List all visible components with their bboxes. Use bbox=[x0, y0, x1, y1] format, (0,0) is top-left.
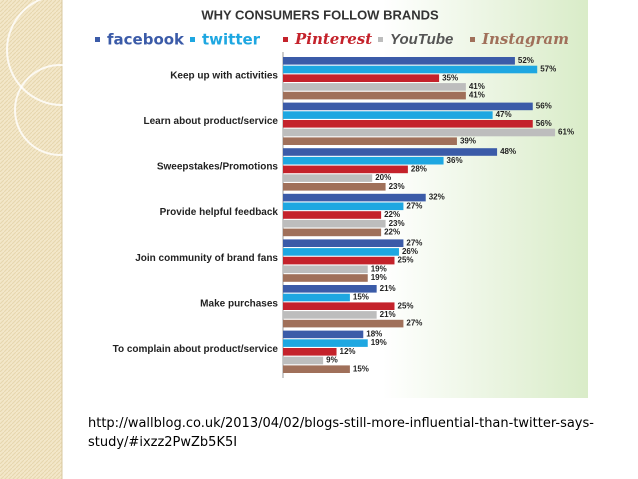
bar bbox=[283, 91, 466, 100]
bar bbox=[283, 228, 382, 237]
legend-label: facebook bbox=[107, 31, 185, 49]
category-label: Keep up with activities bbox=[170, 70, 278, 81]
source-url: http://wallblog.co.uk/2013/04/02/blogs-s… bbox=[88, 416, 594, 450]
legend: facebook twitter Pinterest YouTube Instagram bbox=[95, 30, 569, 49]
bar bbox=[283, 348, 337, 356]
value-label: 9% bbox=[326, 356, 338, 365]
bar bbox=[283, 165, 408, 174]
value-label: 56% bbox=[536, 119, 552, 128]
value-label: 23% bbox=[389, 219, 405, 228]
bar bbox=[283, 148, 498, 156]
legend-swatch bbox=[378, 37, 383, 42]
bar bbox=[283, 65, 538, 74]
bar bbox=[283, 302, 395, 310]
value-label: 26% bbox=[402, 247, 418, 256]
legend-label: twitter bbox=[202, 31, 261, 49]
value-label: 48% bbox=[500, 147, 516, 156]
value-label: 36% bbox=[447, 156, 463, 165]
bar bbox=[283, 174, 373, 182]
value-label: 47% bbox=[496, 110, 512, 119]
value-label: 21% bbox=[380, 310, 396, 319]
legend-label: Pinterest bbox=[294, 30, 372, 48]
value-label: 18% bbox=[366, 330, 382, 339]
value-label: 22% bbox=[384, 210, 400, 219]
category-label: Learn about product/service bbox=[144, 116, 279, 127]
bar bbox=[283, 128, 556, 137]
value-label: 52% bbox=[518, 56, 534, 65]
value-label: 27% bbox=[406, 238, 422, 247]
plot: Keep up with activities 52% 57% 35% 41%41% Le… bbox=[113, 52, 574, 378]
legend-swatch bbox=[95, 37, 100, 42]
bar bbox=[283, 120, 533, 128]
bar bbox=[283, 285, 377, 293]
bar bbox=[283, 293, 350, 302]
bar bbox=[283, 356, 324, 365]
value-label: 41% bbox=[469, 82, 485, 91]
value-label: 15% bbox=[353, 364, 369, 373]
value-label: 21% bbox=[380, 284, 396, 293]
bar bbox=[283, 256, 395, 265]
bar bbox=[283, 211, 382, 219]
legend-swatch bbox=[190, 37, 195, 42]
chart-title: WHY CONSUMERS FOLLOW BRANDS bbox=[201, 7, 439, 22]
bar bbox=[283, 319, 404, 328]
bar bbox=[283, 137, 457, 145]
category-label: To complain about product/service bbox=[113, 344, 279, 355]
bar bbox=[283, 274, 368, 282]
bar bbox=[283, 239, 404, 247]
value-label: 41% bbox=[469, 91, 485, 100]
value-label: 35% bbox=[442, 73, 458, 82]
bar bbox=[283, 265, 368, 274]
value-label: 20% bbox=[375, 173, 391, 182]
bar bbox=[283, 219, 386, 228]
value-label: 22% bbox=[384, 228, 400, 237]
value-label: 25% bbox=[398, 256, 414, 265]
bar bbox=[283, 365, 350, 373]
bar bbox=[283, 330, 364, 339]
value-label: 25% bbox=[398, 301, 414, 310]
value-label: 12% bbox=[340, 347, 356, 356]
value-label: 27% bbox=[406, 319, 422, 328]
bar bbox=[283, 111, 493, 119]
value-label: 23% bbox=[389, 182, 405, 191]
bar bbox=[283, 57, 515, 65]
decor-stripe bbox=[0, 0, 62, 479]
legend-swatch bbox=[470, 37, 475, 42]
bar bbox=[283, 339, 368, 347]
bar bbox=[283, 193, 426, 202]
legend-label: Instagram bbox=[481, 30, 569, 48]
bar bbox=[283, 311, 377, 319]
bar bbox=[283, 248, 399, 256]
category-label: Make purchases bbox=[200, 298, 278, 309]
value-label: 19% bbox=[371, 338, 387, 347]
legend-swatch bbox=[283, 37, 288, 42]
bar bbox=[283, 83, 466, 91]
value-label: 32% bbox=[429, 193, 445, 202]
value-label: 28% bbox=[411, 165, 427, 174]
bar bbox=[283, 183, 386, 191]
value-label: 15% bbox=[353, 293, 369, 302]
value-label: 57% bbox=[540, 65, 556, 74]
category-label: Provide helpful feedback bbox=[160, 207, 279, 218]
value-label: 39% bbox=[460, 136, 476, 145]
value-label: 27% bbox=[406, 201, 422, 210]
value-label: 56% bbox=[536, 102, 552, 111]
category-label: Join community of brand fans bbox=[135, 253, 278, 264]
category-label: Sweepstakes/Promotions bbox=[157, 162, 279, 173]
bar bbox=[283, 102, 533, 111]
bar bbox=[283, 202, 404, 211]
bar bbox=[283, 156, 444, 165]
bar bbox=[283, 74, 440, 82]
value-label: 61% bbox=[558, 128, 574, 137]
value-label: 19% bbox=[371, 273, 387, 282]
value-label: 19% bbox=[371, 264, 387, 273]
legend-label: YouTube bbox=[390, 31, 453, 48]
